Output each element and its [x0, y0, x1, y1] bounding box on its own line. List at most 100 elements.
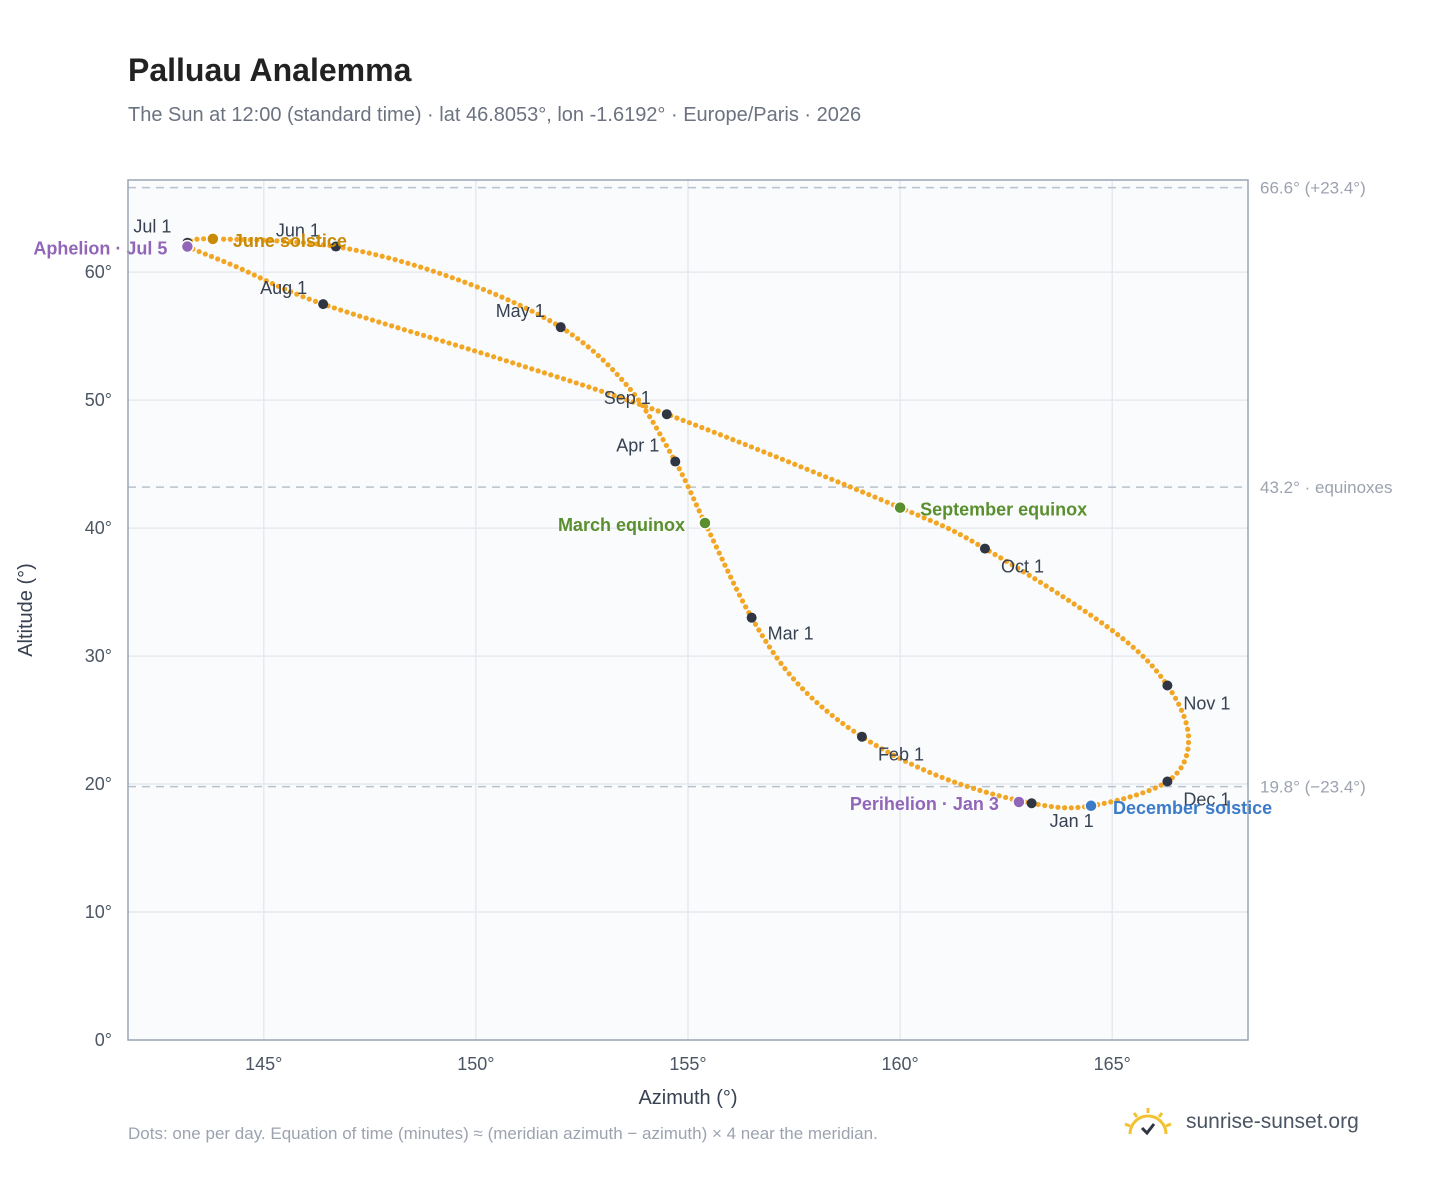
day-dot: [724, 434, 730, 440]
day-dot: [350, 311, 356, 317]
day-dot: [939, 774, 945, 781]
day-dot: [851, 728, 857, 734]
day-dot: [605, 362, 611, 368]
day-dot: [975, 541, 981, 548]
day-dot: [575, 336, 581, 342]
day-dot: [1178, 765, 1184, 771]
day-dot: [294, 239, 300, 245]
day-dot: [430, 268, 436, 274]
month-marker: [661, 409, 672, 420]
day-dot: [471, 348, 478, 354]
day-dot: [1185, 739, 1192, 746]
day-dot: [643, 408, 649, 414]
day-dot: [306, 296, 312, 302]
day-dot: [449, 275, 455, 281]
day-dot: [440, 338, 446, 344]
y-tick-label: 30°: [85, 646, 112, 666]
page-title: Palluau Analemma: [128, 52, 412, 88]
y-tick-label: 20°: [85, 774, 112, 794]
day-dot: [194, 236, 200, 242]
day-dot: [579, 382, 586, 388]
day-dot: [829, 712, 835, 719]
day-dot: [816, 471, 823, 477]
day-dot: [585, 344, 591, 350]
day-dot: [455, 277, 462, 283]
day-dot: [1065, 597, 1072, 603]
day-dot: [487, 289, 493, 295]
day-dot: [823, 474, 829, 480]
month-marker: [1162, 680, 1173, 691]
day-dot: [977, 787, 983, 793]
day-dot: [1121, 796, 1127, 802]
day-dot: [360, 249, 366, 255]
month-label: Aug 1: [260, 278, 307, 298]
day-dot: [233, 264, 239, 270]
day-dot: [774, 655, 780, 661]
day-dot: [1009, 562, 1015, 568]
day-dot: [766, 644, 773, 650]
day-dot: [523, 305, 529, 311]
day-dot: [647, 414, 653, 420]
brand[interactable]: sunrise-sunset.org: [1120, 1104, 1359, 1140]
month-label: Mar 1: [768, 624, 814, 644]
day-dot: [660, 437, 666, 443]
day-dot: [446, 340, 452, 346]
day-dot: [600, 357, 606, 363]
day-dot: [1133, 792, 1140, 798]
day-dot: [241, 236, 247, 243]
day-dot: [202, 251, 208, 257]
day-dot: [990, 791, 996, 797]
day-dot: [676, 466, 682, 472]
day-dot: [269, 280, 275, 287]
day-dot: [845, 724, 851, 731]
day-dot: [927, 517, 933, 523]
x-tick-label: 165°: [1094, 1054, 1131, 1074]
page-subtitle: The Sun at 12:00 (standard time) · lat 4…: [128, 104, 862, 126]
day-dot: [522, 364, 529, 370]
day-dot: [767, 451, 773, 457]
month-label: Oct 1: [1001, 557, 1044, 577]
day-dot: [388, 323, 395, 329]
event-marker: [893, 500, 907, 515]
day-dot: [885, 749, 891, 755]
day-dot: [933, 772, 939, 778]
day-dot: [468, 282, 474, 288]
day-dot: [879, 746, 885, 752]
day-dot: [927, 769, 933, 776]
day-dot: [719, 556, 725, 562]
reference-line-label: 66.6° (+23.4°): [1260, 179, 1366, 198]
day-dot: [722, 562, 728, 568]
day-dot: [560, 376, 567, 382]
day-dot: [682, 478, 688, 484]
day-dot: [491, 354, 497, 360]
day-dot: [395, 325, 401, 331]
day-dot: [785, 459, 792, 465]
day-dot: [951, 528, 958, 535]
day-dot: [1088, 612, 1094, 618]
day-dot: [840, 720, 846, 727]
day-dot: [418, 264, 424, 270]
x-axis-label: Azimuth (°): [638, 1087, 737, 1109]
day-dot: [782, 666, 788, 672]
day-dot: [649, 406, 655, 412]
day-dot: [1026, 572, 1032, 578]
month-marker: [330, 241, 341, 252]
month-marker: [555, 322, 566, 333]
day-dot: [1108, 799, 1114, 805]
day-dot: [685, 484, 691, 490]
day-dot: [590, 348, 596, 354]
y-axis-label: Altitude (°): [15, 563, 37, 657]
day-dot: [366, 250, 372, 256]
brand-name[interactable]: sunrise-sunset.org: [1186, 1110, 1359, 1133]
day-dot: [398, 258, 405, 265]
day-dot: [493, 291, 499, 298]
day-dot: [424, 266, 430, 272]
day-dot: [902, 758, 909, 764]
month-marker: [1026, 798, 1037, 809]
day-dot: [288, 289, 294, 295]
day-dot: [957, 531, 963, 538]
day-dot: [896, 755, 903, 761]
day-dot: [970, 785, 977, 792]
day-dot: [1158, 782, 1164, 788]
day-dot: [717, 432, 724, 438]
